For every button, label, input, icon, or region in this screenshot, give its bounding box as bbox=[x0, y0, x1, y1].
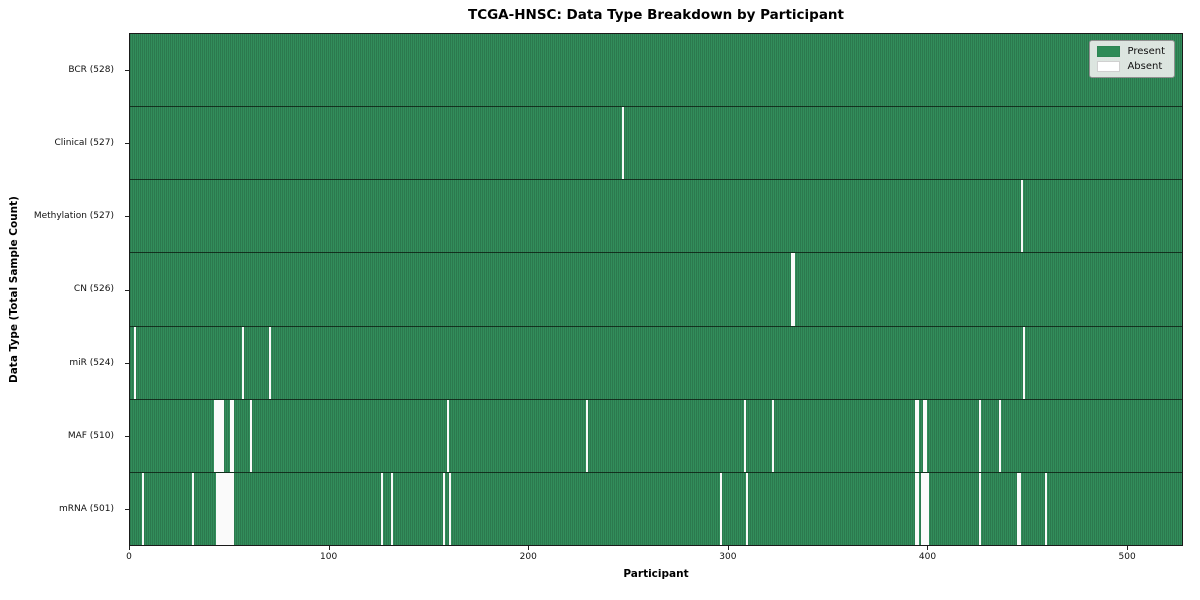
legend-swatch-present bbox=[1097, 46, 1121, 57]
y-tick-label-clinical: Clinical (527) bbox=[54, 137, 114, 148]
heatmap-row-mir bbox=[130, 325, 1182, 399]
absent-mark bbox=[922, 472, 925, 545]
absent-mark bbox=[1020, 180, 1023, 253]
absent-mark bbox=[998, 399, 1001, 472]
x-tick-mark bbox=[727, 546, 729, 550]
x-tick-mark bbox=[328, 546, 330, 550]
absent-mark bbox=[446, 399, 449, 472]
absent-mark bbox=[448, 472, 451, 545]
absent-mark bbox=[1044, 472, 1047, 545]
absent-mark bbox=[223, 472, 226, 545]
heatmap-row-clinical bbox=[130, 106, 1182, 180]
absent-mark bbox=[1016, 472, 1019, 545]
heatmap-row-mrna bbox=[130, 471, 1182, 545]
absent-mark bbox=[920, 472, 923, 545]
absent-mark bbox=[229, 399, 232, 472]
legend-item-absent: Absent bbox=[1097, 61, 1165, 72]
absent-mark bbox=[381, 472, 384, 545]
absent-mark bbox=[924, 472, 927, 545]
absent-mark bbox=[141, 472, 144, 545]
absent-mark bbox=[442, 472, 445, 545]
y-tick-label-maf: MAF (510) bbox=[67, 431, 114, 442]
y-tick-mark bbox=[125, 289, 129, 291]
heatmap-row-methylation bbox=[130, 179, 1182, 253]
absent-mark bbox=[922, 399, 925, 472]
y-tick-label-mrna: mRNA (501) bbox=[59, 504, 114, 515]
x-tick-label: 500 bbox=[1118, 552, 1136, 562]
x-tick-mark bbox=[927, 546, 929, 550]
absent-mark bbox=[917, 399, 919, 472]
absent-mark bbox=[1018, 472, 1021, 545]
absent-mark bbox=[793, 253, 796, 326]
x-tick-label: 100 bbox=[320, 552, 338, 562]
x-tick-label: 300 bbox=[719, 552, 737, 562]
x-tick-label: 400 bbox=[918, 552, 937, 562]
y-tick-label-bcr: BCR (528) bbox=[68, 64, 114, 75]
y-tick-mark bbox=[125, 436, 129, 438]
absent-mark bbox=[978, 399, 981, 472]
absent-mark bbox=[217, 472, 220, 545]
x-tick-mark bbox=[1127, 546, 1129, 550]
legend-item-present: Present bbox=[1097, 46, 1165, 57]
x-axis-label: Participant bbox=[623, 568, 689, 580]
heatmap-rows bbox=[130, 34, 1182, 545]
absent-mark bbox=[225, 472, 228, 545]
absent-mark bbox=[269, 326, 272, 399]
absent-mark bbox=[241, 326, 244, 399]
absent-mark bbox=[917, 472, 919, 545]
x-tick-label: 0 bbox=[126, 552, 132, 562]
y-tick-mark bbox=[125, 362, 129, 364]
y-tick-label-mir: miR (524) bbox=[69, 357, 114, 368]
absent-mark bbox=[133, 326, 136, 399]
heatmap-row-cn bbox=[130, 252, 1182, 326]
absent-mark bbox=[219, 472, 222, 545]
absent-mark bbox=[191, 472, 194, 545]
absent-mark bbox=[1022, 326, 1025, 399]
y-tick-label-methylation: Methylation (527) bbox=[33, 211, 114, 222]
absent-mark bbox=[215, 399, 218, 472]
absent-mark bbox=[924, 399, 927, 472]
chart-title: TCGA-HNSC: Data Type Breakdown by Partic… bbox=[467, 7, 844, 23]
absent-mark bbox=[915, 399, 917, 472]
y-tick-mark bbox=[125, 142, 129, 144]
legend-label: Present bbox=[1127, 46, 1165, 57]
absent-mark bbox=[215, 472, 218, 545]
absent-mark bbox=[586, 399, 589, 472]
absent-mark bbox=[771, 399, 774, 472]
absent-mark bbox=[791, 253, 794, 326]
y-tick-label-cn: CN (526) bbox=[73, 284, 114, 295]
absent-mark bbox=[622, 107, 625, 180]
absent-mark bbox=[978, 472, 981, 545]
absent-mark bbox=[391, 472, 393, 545]
y-tick-mark bbox=[125, 216, 129, 218]
absent-mark bbox=[227, 472, 230, 545]
absent-mark bbox=[229, 472, 232, 545]
legend-swatch-absent bbox=[1097, 61, 1121, 72]
absent-mark bbox=[221, 399, 224, 472]
absent-mark bbox=[719, 472, 722, 545]
absent-mark bbox=[743, 399, 746, 472]
absent-mark bbox=[926, 472, 929, 545]
y-tick-labels: BCR (528) Clinical (527) Methylation (527)… bbox=[0, 33, 121, 546]
absent-mark bbox=[915, 472, 917, 545]
y-tick-mark bbox=[125, 69, 129, 71]
absent-mark bbox=[221, 472, 224, 545]
absent-mark bbox=[219, 399, 222, 472]
plot-area: Present Absent bbox=[129, 33, 1183, 546]
heatmap-row-maf bbox=[130, 398, 1182, 472]
absent-mark bbox=[249, 399, 252, 472]
absent-mark bbox=[231, 472, 234, 545]
heatmap-row-bcr bbox=[130, 34, 1182, 107]
absent-mark bbox=[745, 472, 748, 545]
absent-mark bbox=[217, 399, 220, 472]
legend-label: Absent bbox=[1127, 61, 1163, 72]
absent-mark bbox=[213, 399, 216, 472]
x-tick-mark bbox=[129, 546, 130, 550]
legend: Present Absent bbox=[1089, 40, 1175, 78]
x-tick-label: 200 bbox=[519, 552, 537, 562]
x-tick-mark bbox=[528, 546, 530, 550]
y-tick-mark bbox=[125, 509, 129, 511]
absent-mark bbox=[231, 399, 234, 472]
